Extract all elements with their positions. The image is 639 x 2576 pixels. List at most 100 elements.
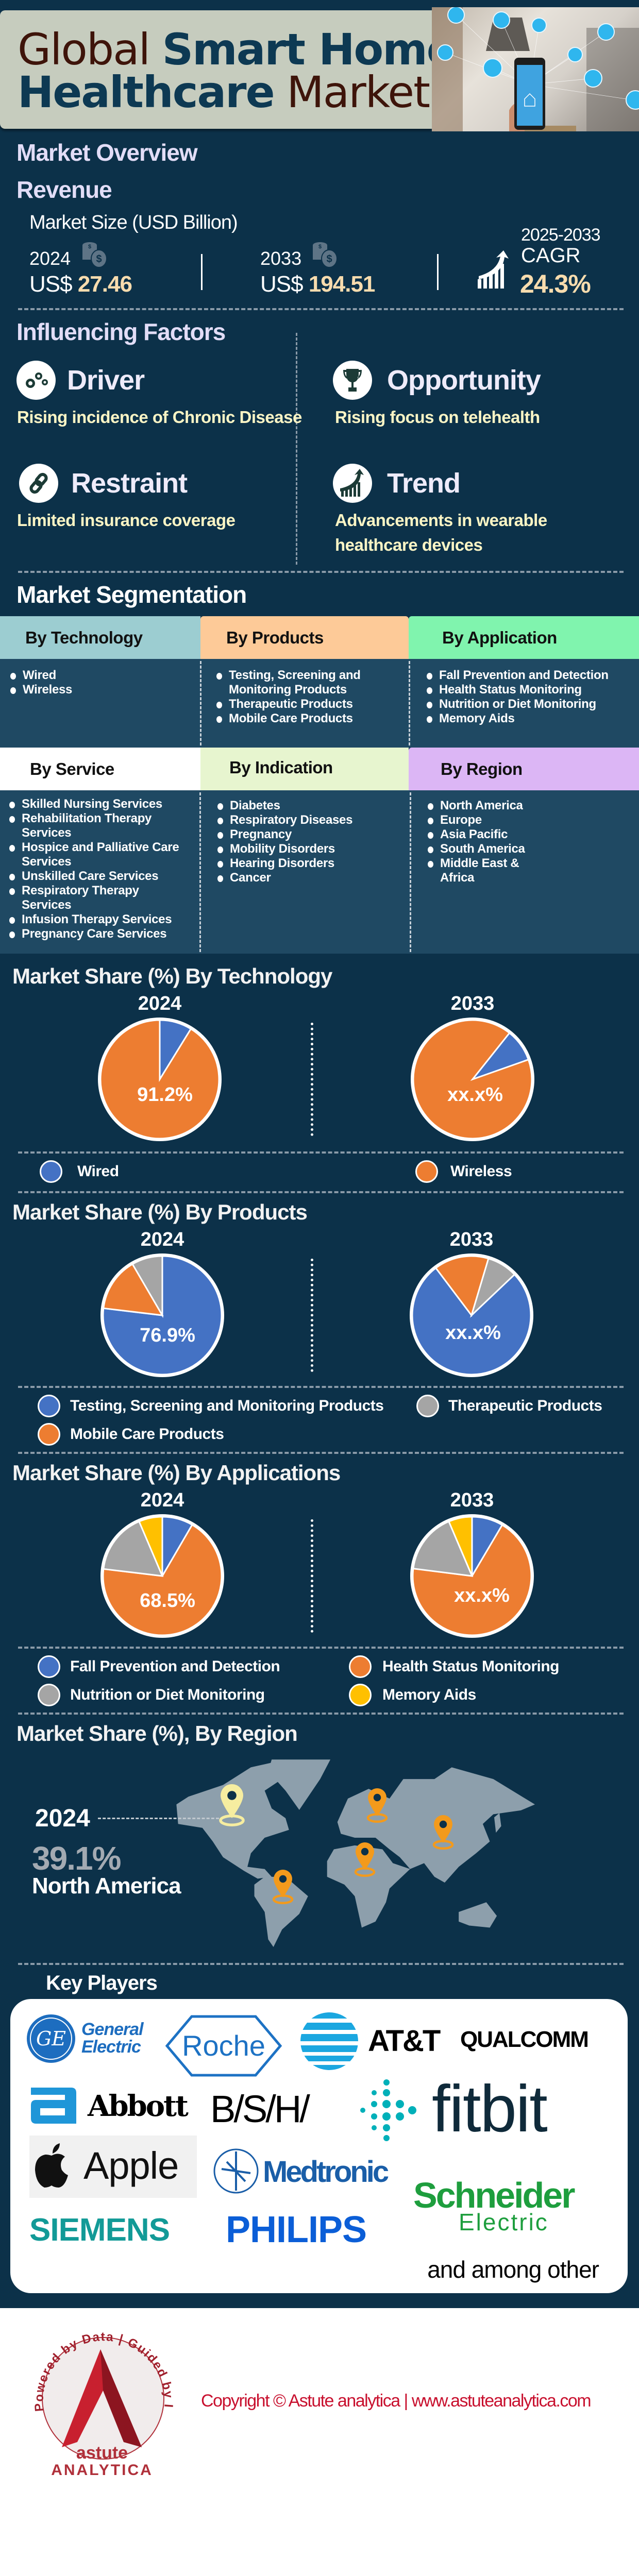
- pie-data-label: 91.2%: [137, 1084, 193, 1106]
- year-label-2024: 2024: [140, 1229, 184, 1250]
- svg-text:Roche: Roche: [182, 2029, 265, 2062]
- abbott-logo-icon: [31, 2088, 76, 2124]
- application-list: Fall Prevention and Detection Health Sta…: [427, 668, 635, 726]
- list-item: Wireless: [10, 683, 191, 697]
- products-chart-title: Market Share (%) By Products: [12, 1200, 308, 1224]
- pie-data-label: 76.9%: [140, 1325, 195, 1346]
- list-item: Europe: [428, 813, 546, 827]
- list-item: Mobile Care Products: [216, 711, 371, 726]
- segment-body-row2: [0, 790, 639, 954]
- legend-label: Memory Aids: [382, 1686, 476, 1703]
- technology-list: Wired Wireless: [10, 668, 191, 697]
- africa-shape: [327, 1845, 410, 1928]
- schneider-logo-text: Schneider: [413, 2175, 575, 2215]
- opportunity-description: Rising focus on telehealth: [335, 408, 540, 427]
- end-year: 2033: [260, 248, 302, 269]
- cagr-value: 24.3%: [520, 269, 591, 298]
- section-divider: [18, 571, 624, 573]
- technology-chart-title: Market Share (%) By Technology: [12, 964, 332, 988]
- title-word: Smart Home: [162, 24, 456, 75]
- restraint-description: Limited insurance coverage: [17, 511, 236, 530]
- logo-text: General: [81, 2020, 144, 2039]
- chart-divider: [311, 1023, 313, 1136]
- copyright-link[interactable]: Copyright © Astute analytica | www.astut…: [201, 2391, 592, 2411]
- segment-header-application: By Application: [409, 616, 639, 659]
- segment-header-technology: By Technology: [0, 616, 200, 659]
- section-divider: [18, 1452, 624, 1454]
- indication-list: Diabetes Respiratory Diseases Pregnancy …: [217, 799, 393, 885]
- legend-swatch-therapeutic: [416, 1395, 439, 1417]
- list-item: Respiratory Diseases: [217, 813, 393, 827]
- abbott-logo-text: Abbott: [88, 2089, 189, 2123]
- att-logo-text: AT&T: [368, 2024, 441, 2058]
- restraint-title: Restraint: [71, 468, 188, 499]
- divider: [437, 254, 439, 290]
- driver-description: Rising incidence of Chronic Disease: [17, 408, 302, 427]
- currency-prefix: US$: [29, 272, 73, 297]
- applications-chart-title: Market Share (%) By Applications: [12, 1461, 341, 1485]
- segment-divider: [409, 661, 410, 745]
- key-players-footnote: and among other: [427, 2256, 599, 2283]
- apple-logo-icon: [35, 2143, 68, 2188]
- svg-text:$: $: [326, 253, 332, 265]
- world-map: [176, 1759, 535, 1947]
- year-label-2033: 2033: [449, 1229, 494, 1250]
- section-divider: [18, 1386, 624, 1388]
- gears-icon: [16, 361, 56, 400]
- driver-title: Driver: [67, 365, 145, 396]
- market-size-label: Market Size (USD Billion): [29, 212, 238, 233]
- influencing-factors-heading: Influencing Factors: [16, 318, 226, 345]
- year-label-2033: 2033: [450, 993, 495, 1014]
- list-item: Hospice and Palliative Care Services: [9, 840, 187, 869]
- medtronic-logo-icon: [213, 2148, 259, 2194]
- list-item: Wired: [10, 668, 191, 683]
- ge-logo-text: General Electric: [81, 2020, 144, 2056]
- pie-data-label: xx.x%: [454, 1585, 510, 1606]
- japan-shape: [494, 1813, 501, 1833]
- section-divider: [18, 1713, 624, 1715]
- end-value: US$ 194.51: [260, 272, 375, 297]
- bsh-logo-text: B/S/H/: [210, 2088, 310, 2130]
- start-value-number: 27.46: [77, 272, 132, 297]
- cagr-period: 2025-2033: [521, 225, 601, 245]
- list-item: Pregnancy Care Services: [9, 927, 187, 941]
- legend-label: Wired: [77, 1163, 119, 1180]
- list-item: Skilled Nursing Services: [9, 797, 187, 811]
- list-item: Unskilled Care Services: [9, 869, 187, 884]
- astute-analytica-logo: Powered by Data | Guided by Intelligence…: [21, 2313, 175, 2478]
- fitbit-dots-icon: [360, 2079, 416, 2141]
- list-item: Memory Aids: [427, 711, 635, 726]
- section-divider: [18, 1151, 624, 1154]
- roche-logo: Roche: [165, 2015, 282, 2077]
- trophy-icon: [333, 361, 372, 400]
- apple-logo-text: Apple: [83, 2144, 179, 2187]
- chain-link-icon: [19, 464, 58, 503]
- list-item: Asia Pacific: [428, 827, 546, 842]
- segment-header-products: By Products: [200, 616, 409, 659]
- legend-label: Therapeutic Products: [448, 1397, 602, 1414]
- market-segmentation-heading: Market Segmentation: [16, 581, 247, 608]
- ge-logo-icon: GE: [27, 2014, 75, 2063]
- legend-label: Fall Prevention and Detection: [70, 1658, 280, 1675]
- region-list: North America Europe Asia Pacific South …: [428, 799, 546, 885]
- currency-prefix: US$: [260, 272, 304, 297]
- revenue-heading: Revenue: [16, 176, 112, 203]
- chart-divider: [311, 1259, 313, 1372]
- callout-line: [98, 1818, 219, 1819]
- pie-data-label: 68.5%: [140, 1590, 195, 1612]
- start-year: 2024: [29, 248, 71, 269]
- siemens-logo-text: SIEMENS: [29, 2212, 170, 2248]
- title-word: Healthcare: [18, 67, 275, 117]
- smart-home-illustration: [432, 7, 639, 131]
- opportunity-title: Opportunity: [387, 365, 541, 396]
- schneider-electric-text: Electric: [459, 2209, 549, 2235]
- start-value: US$ 27.46: [29, 272, 132, 297]
- section-divider: [18, 308, 624, 310]
- legend-label: Mobile Care Products: [70, 1426, 224, 1443]
- end-value-number: 194.51: [308, 272, 376, 297]
- year-label-2024: 2024: [138, 993, 182, 1014]
- segment-body-row1: [0, 659, 639, 748]
- legend-label: Wireless: [450, 1163, 512, 1180]
- products-list: Testing, Screening and Monitoring Produc…: [216, 668, 371, 726]
- title-word: Market: [287, 67, 430, 117]
